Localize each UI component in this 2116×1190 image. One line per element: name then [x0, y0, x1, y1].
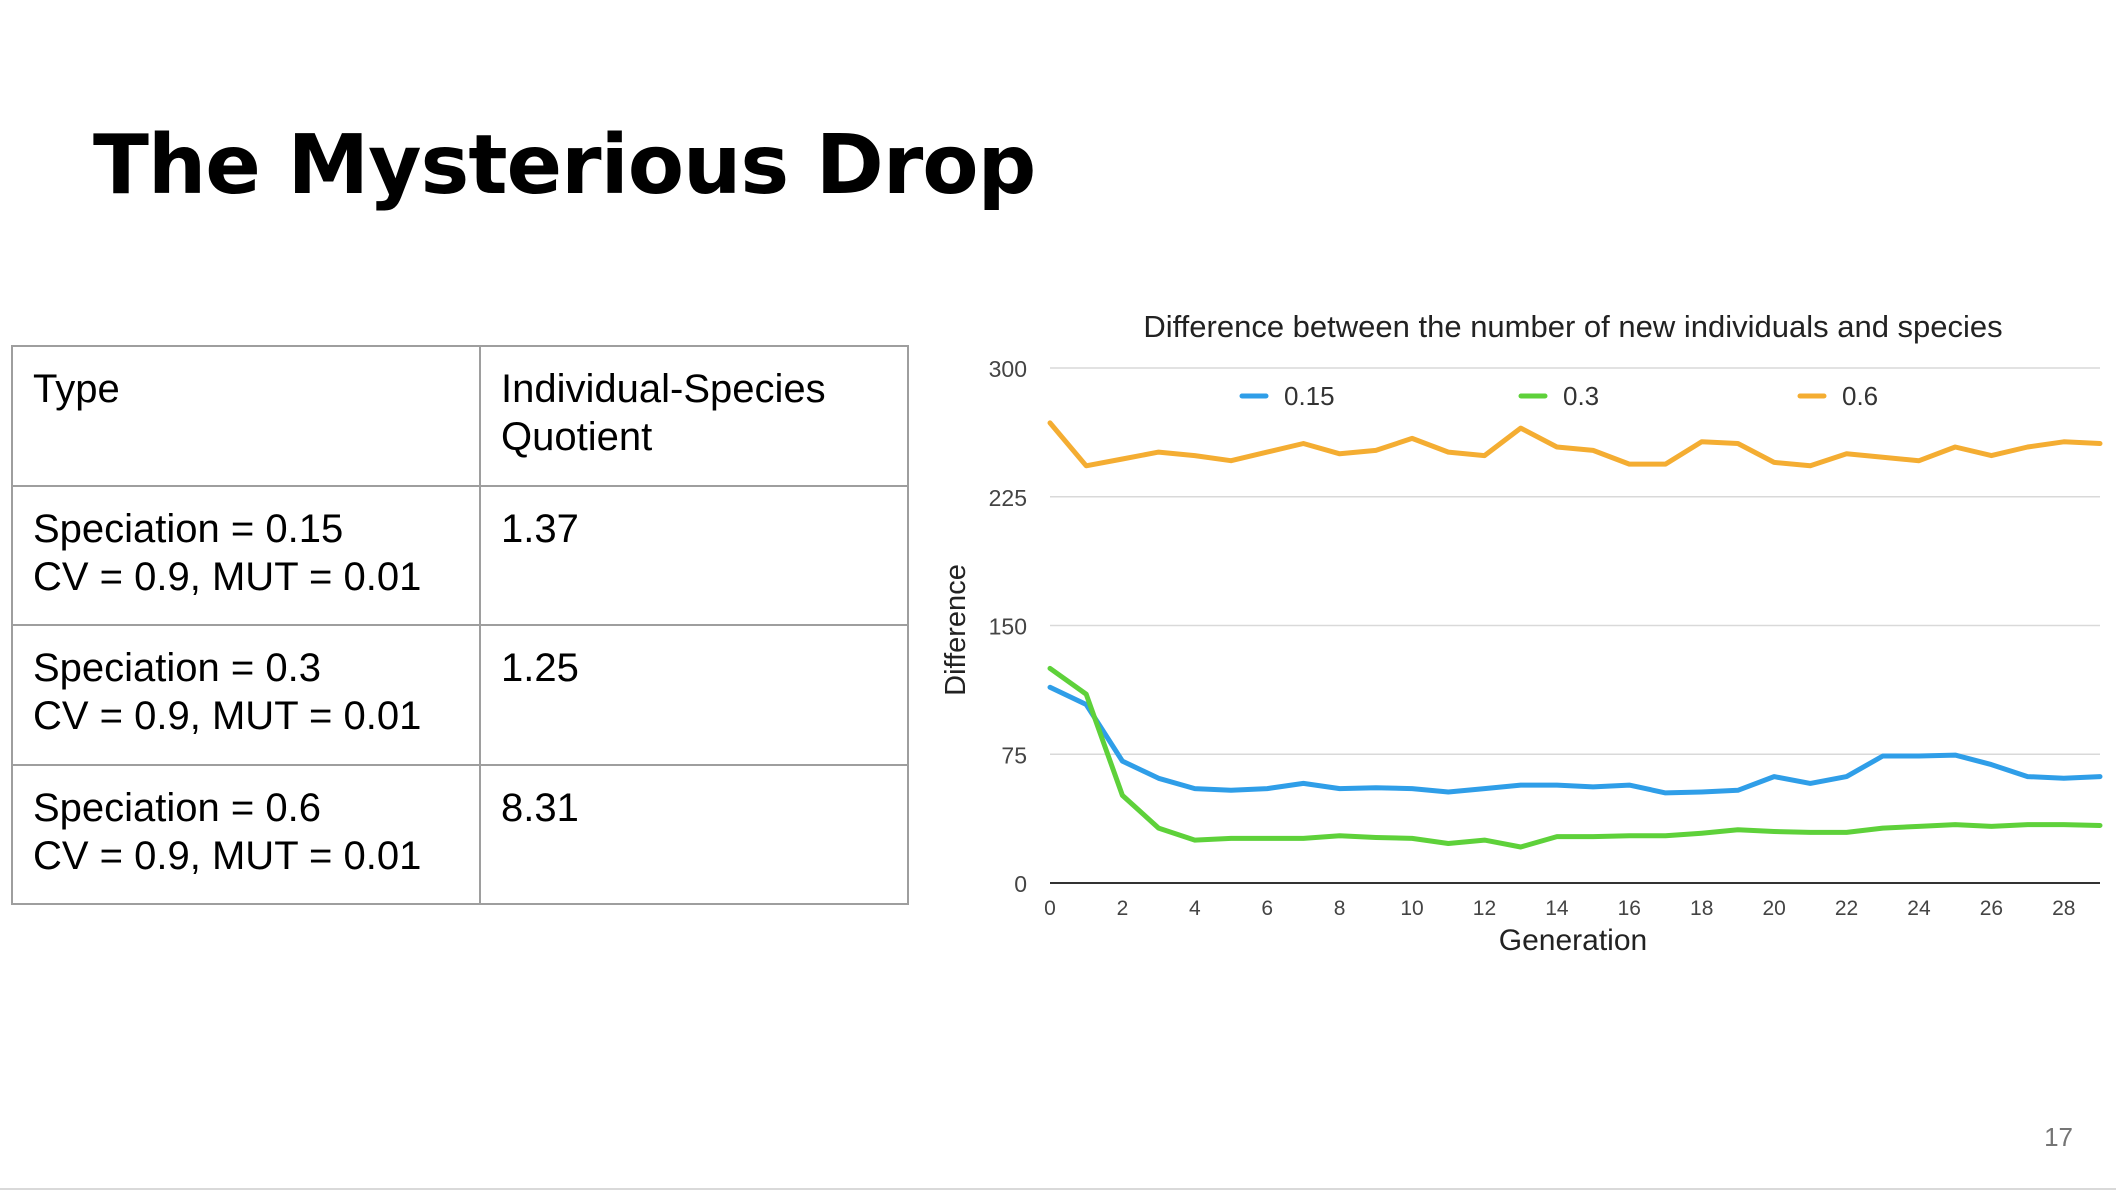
chart-title: Difference between the number of new ind… [1143, 309, 2002, 344]
x-tick-label: 20 [1762, 897, 1785, 920]
quotient-cell: 1.25 [479, 624, 909, 766]
x-tick-label: 24 [1907, 897, 1931, 920]
y-tick-label: 150 [989, 614, 1027, 640]
quotient-cell: 8.31 [479, 763, 909, 905]
series-lines [1047, 420, 2103, 850]
header-quotient-line1: Individual-Species [501, 367, 826, 411]
type-cell: Speciation = 0.6 CV = 0.9, MUT = 0.01 [11, 763, 481, 905]
x-tick-label: 22 [1835, 897, 1858, 920]
header-cell-quotient: Individual-Species Quotient [479, 345, 909, 487]
type-line1: Speciation = 0.6 [33, 785, 321, 830]
quotient-value: 8.31 [501, 785, 579, 830]
x-tick-label: 14 [1545, 897, 1569, 920]
y-axis-label: Difference [940, 564, 972, 696]
legend-label: 0.15 [1284, 381, 1335, 411]
type-line1: Speciation = 0.3 [33, 646, 321, 690]
x-tick-label: 12 [1473, 897, 1496, 920]
x-tick-label: 26 [1980, 897, 2003, 920]
series-line-0.3 [1047, 665, 2103, 850]
legend-label: 0.6 [1842, 381, 1878, 411]
header-cell-type: Type [11, 345, 481, 487]
y-tick-label: 75 [1001, 742, 1027, 768]
slide-title: The Mysterious Drop [93, 118, 1036, 213]
header-quotient-line2: Quotient [501, 415, 653, 459]
legend: 0.15 0.3 0.6 [1239, 381, 1878, 411]
bottom-divider [0, 1188, 2116, 1190]
y-tick-label: 300 [989, 356, 1027, 382]
x-tick-label: 0 [1044, 897, 1056, 920]
series-line-0.6 [1047, 420, 2103, 469]
type-line1: Speciation = 0.15 [33, 506, 344, 551]
quotient-table: Type Individual-Species Quotient Speciat… [11, 345, 909, 905]
type-line2: CV = 0.9, MUT = 0.01 [33, 694, 422, 738]
legend-label: 0.3 [1563, 381, 1599, 411]
page-number: 17 [2044, 1122, 2073, 1152]
table-row: Speciation = 0.3 CV = 0.9, MUT = 0.01 1.… [11, 624, 909, 766]
line-chart: Difference between the number of new ind… [940, 309, 2103, 957]
quotient-value: 1.37 [501, 506, 579, 551]
type-line2: CV = 0.9, MUT = 0.01 [33, 833, 422, 878]
type-line2: CV = 0.9, MUT = 0.01 [33, 554, 422, 599]
x-tick-label: 2 [1117, 897, 1129, 920]
x-tick-label: 18 [1690, 897, 1713, 920]
table-row: Speciation = 0.15 CV = 0.9, MUT = 0.01 1… [11, 484, 909, 626]
type-cell: Speciation = 0.15 CV = 0.9, MUT = 0.01 [11, 484, 481, 626]
type-cell: Speciation = 0.3 CV = 0.9, MUT = 0.01 [11, 624, 481, 766]
x-tick-label: 28 [2052, 897, 2075, 920]
quotient-value: 1.25 [501, 646, 579, 690]
table-row: Speciation = 0.6 CV = 0.9, MUT = 0.01 8.… [11, 763, 909, 905]
table-header-row: Type Individual-Species Quotient [11, 345, 909, 487]
quotient-cell: 1.37 [479, 484, 909, 626]
y-tick-label: 225 [989, 485, 1027, 511]
x-tick-label: 6 [1261, 897, 1273, 920]
x-tick-label: 4 [1189, 897, 1201, 920]
y-tick-label: 0 [1014, 871, 1027, 897]
x-tick-label: 10 [1400, 897, 1423, 920]
x-axis-label: Generation [1499, 924, 1647, 957]
x-tick-label: 16 [1618, 897, 1641, 920]
gridlines [1050, 367, 2100, 755]
header-type-label: Type [33, 367, 120, 411]
x-tick-label: 8 [1334, 897, 1346, 920]
series-line-0.15 [1047, 684, 2103, 796]
